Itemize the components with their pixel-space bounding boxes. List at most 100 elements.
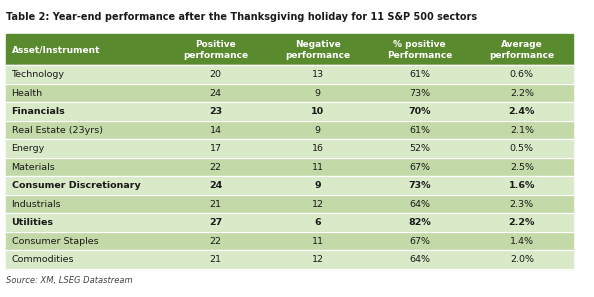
Text: 64%: 64% — [409, 255, 430, 264]
Bar — [267, 139, 369, 158]
Text: 23: 23 — [209, 107, 222, 116]
Bar — [6, 139, 165, 158]
Text: 17: 17 — [210, 144, 222, 153]
Text: 2.0%: 2.0% — [510, 255, 534, 264]
Text: 11: 11 — [312, 162, 324, 172]
Text: 6: 6 — [314, 218, 321, 227]
Text: 10: 10 — [311, 107, 324, 116]
Text: 14: 14 — [210, 126, 222, 135]
Bar — [6, 213, 165, 232]
Text: Average
performance: Average performance — [489, 40, 554, 60]
Bar — [369, 139, 471, 158]
Bar — [267, 84, 369, 102]
Bar — [267, 176, 369, 195]
Bar — [471, 65, 573, 84]
Text: 0.5%: 0.5% — [510, 144, 534, 153]
Bar — [471, 121, 573, 139]
Text: Negative
performance: Negative performance — [285, 40, 350, 60]
Text: 2.5%: 2.5% — [510, 162, 534, 172]
Bar — [471, 34, 573, 65]
Bar — [6, 121, 165, 139]
Bar — [165, 158, 267, 176]
Text: 1.6%: 1.6% — [508, 181, 535, 190]
Bar — [6, 84, 165, 102]
Text: Health: Health — [11, 89, 43, 98]
Bar — [267, 213, 369, 232]
Bar — [6, 176, 165, 195]
Bar — [369, 121, 471, 139]
Text: 24: 24 — [210, 89, 222, 98]
Bar — [6, 195, 165, 213]
Bar — [267, 34, 369, 65]
Text: 2.4%: 2.4% — [508, 107, 535, 116]
Bar — [165, 65, 267, 84]
Text: 64%: 64% — [409, 200, 430, 208]
Bar — [369, 232, 471, 250]
Bar — [369, 213, 471, 232]
Text: 13: 13 — [312, 70, 324, 79]
Bar — [471, 84, 573, 102]
Text: Commodities: Commodities — [11, 255, 74, 264]
Bar — [165, 34, 267, 65]
Text: 24: 24 — [209, 181, 222, 190]
Text: 82%: 82% — [408, 218, 431, 227]
Text: 67%: 67% — [409, 162, 430, 172]
Text: 9: 9 — [315, 126, 321, 135]
Text: 16: 16 — [312, 144, 324, 153]
Text: Asset/Instrument: Asset/Instrument — [11, 45, 100, 54]
Text: 20: 20 — [210, 70, 222, 79]
Bar — [471, 195, 573, 213]
Text: Technology: Technology — [11, 70, 65, 79]
Bar — [369, 176, 471, 195]
Bar — [267, 102, 369, 121]
Bar — [369, 84, 471, 102]
Text: 61%: 61% — [409, 126, 430, 135]
Bar — [471, 102, 573, 121]
Bar — [165, 139, 267, 158]
Bar — [369, 250, 471, 269]
Text: 9: 9 — [315, 89, 321, 98]
Text: 12: 12 — [312, 200, 324, 208]
Text: 1.4%: 1.4% — [510, 236, 534, 246]
Text: Source: XM, LSEG Datastream: Source: XM, LSEG Datastream — [6, 276, 132, 285]
Bar — [267, 158, 369, 176]
Bar — [6, 102, 165, 121]
Text: % positive
Performance: % positive Performance — [387, 40, 453, 60]
Text: Real Estate (23yrs): Real Estate (23yrs) — [11, 126, 103, 135]
Text: 73%: 73% — [409, 89, 430, 98]
Text: 27: 27 — [209, 218, 222, 227]
Bar — [369, 65, 471, 84]
Bar — [471, 176, 573, 195]
Bar — [471, 250, 573, 269]
Text: 73%: 73% — [409, 181, 431, 190]
Bar — [267, 232, 369, 250]
Bar — [471, 213, 573, 232]
Text: 2.2%: 2.2% — [510, 89, 534, 98]
Text: 22: 22 — [210, 236, 222, 246]
Bar — [165, 250, 267, 269]
Text: Utilities: Utilities — [11, 218, 53, 227]
Text: 2.2%: 2.2% — [508, 218, 535, 227]
Text: 21: 21 — [210, 255, 222, 264]
Bar — [165, 102, 267, 121]
Bar — [267, 250, 369, 269]
Bar — [369, 102, 471, 121]
Bar — [165, 176, 267, 195]
Text: 2.1%: 2.1% — [510, 126, 534, 135]
Text: Table 2: Year-end performance after the Thanksgiving holiday for 11 S&P 500 sect: Table 2: Year-end performance after the … — [6, 12, 477, 22]
Text: 61%: 61% — [409, 70, 430, 79]
Bar — [6, 232, 165, 250]
Text: Industrials: Industrials — [11, 200, 61, 208]
Bar — [6, 65, 165, 84]
Bar — [471, 232, 573, 250]
Bar — [165, 195, 267, 213]
Text: 9: 9 — [314, 181, 321, 190]
Text: Positive
performance: Positive performance — [183, 40, 248, 60]
Text: Consumer Discretionary: Consumer Discretionary — [11, 181, 140, 190]
Bar — [369, 158, 471, 176]
Text: 12: 12 — [312, 255, 324, 264]
Bar — [369, 195, 471, 213]
Bar — [267, 65, 369, 84]
Bar — [471, 158, 573, 176]
Text: 52%: 52% — [409, 144, 430, 153]
